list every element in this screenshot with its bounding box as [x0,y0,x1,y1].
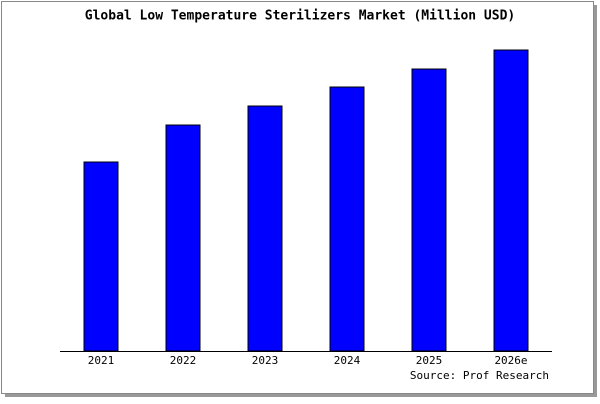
x-tick-label: 2025 [416,354,443,367]
x-tick-label: 2021 [88,354,115,367]
source-note: Source: Prof Research [410,369,549,382]
x-tick-label: 2026e [494,354,527,367]
x-tick-label: 2023 [252,354,279,367]
bar [329,86,365,352]
x-tick-label: 2024 [334,354,361,367]
bar [165,124,201,352]
bar [83,161,119,352]
x-tick-label: 2022 [170,354,197,367]
chart-title: Global Low Temperature Sterilizers Marke… [85,9,515,24]
bar [411,68,447,352]
bar [493,49,529,352]
bar [247,105,283,352]
